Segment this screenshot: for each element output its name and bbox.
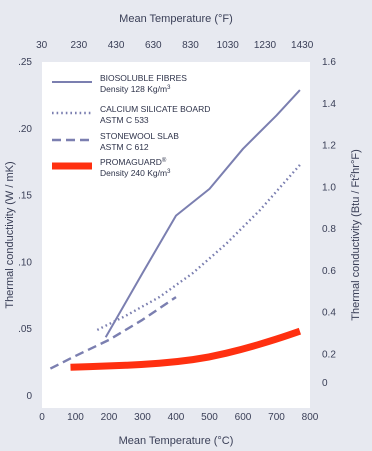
x-tick-label: 400	[168, 412, 185, 423]
right-tick-label: 1.6	[322, 57, 336, 68]
top-tick-label: 1030	[217, 40, 240, 51]
left-tick-label: .25	[18, 57, 32, 68]
legend-sublabel-promaguard-sup: 3	[167, 169, 171, 175]
top-tick-label: 1230	[254, 40, 277, 51]
promaguard-line	[70, 327, 302, 371]
top-tick-label: 430	[108, 40, 125, 51]
top-tick-label: 1430	[291, 40, 314, 51]
top-tick-label: 830	[182, 40, 199, 51]
x-tick-label: 200	[101, 412, 118, 423]
x-tick-label: 600	[235, 412, 252, 423]
right-tick-label: 0.6	[322, 266, 336, 277]
left-tick-label: 0	[26, 391, 32, 402]
right-tick-label: 1.2	[322, 141, 336, 152]
legend-label-promaguard: PROMAGUARD®	[100, 157, 167, 167]
top-tick-label: 30	[36, 40, 48, 51]
right-tick-label: 0.2	[322, 349, 336, 360]
x-tick-label: 700	[268, 412, 285, 423]
legend-label-calcium-silicate: CALCIUM SILICATE BOARD	[100, 104, 210, 114]
left-tick-label: .15	[18, 191, 32, 202]
right-tick-label: 0.4	[322, 308, 336, 319]
stonewool-line	[49, 296, 177, 370]
top-tick-label: 630	[145, 40, 162, 51]
legend-sublabel-calcium-silicate: ASTM C 533	[100, 115, 149, 125]
legend-sublabel-biosoluble-sup: 3	[167, 85, 171, 91]
legend-sublabel-biosoluble: Density 128 Kg/m3	[100, 84, 171, 94]
x-tick-label: 100	[67, 412, 84, 423]
biosoluble-fibres-line	[104, 89, 301, 338]
legend-label-promaguard-text: PROMAGUARD	[100, 157, 162, 167]
legend-label-stonewool: STONEWOOL SLAB	[100, 131, 179, 141]
right-tick-label: 1.4	[322, 99, 336, 110]
legend-label-biosoluble: BIOSOLUBLE FIBRES	[100, 73, 187, 83]
x-tick-label: 500	[201, 412, 218, 423]
right-tick-label: 1.0	[322, 182, 336, 193]
right-axis-title-rest: hr°F)	[350, 149, 362, 174]
legend-sublabel-promaguard-text: Density 240 Kg/m	[100, 168, 167, 178]
left-axis-ticks: 0 .05 .10 .15 .20 .25	[18, 57, 32, 402]
calcium-silicate-line	[96, 164, 301, 331]
x-tick-label: 300	[134, 412, 151, 423]
legend: BIOSOLUBLE FIBRES Density 128 Kg/m3 CALC…	[52, 73, 210, 178]
left-tick-label: .10	[18, 257, 32, 268]
left-tick-label: .05	[18, 324, 32, 335]
x-axis-ticks: 0 100 200 300 400 500 600 700 800	[39, 412, 319, 423]
x-tick-label: 0	[39, 412, 45, 423]
top-axis-title: Mean Temperature (°F)	[119, 13, 233, 25]
series-lines	[49, 89, 302, 371]
legend-sublabel-promaguard: Density 240 Kg/m3	[100, 168, 171, 178]
left-axis-title: Thermal conductivity (W / mK)	[4, 161, 16, 308]
right-axis-ticks: 0 0.2 0.4 0.6 0.8 1.0 1.2 1.4 1.6	[322, 57, 336, 389]
right-axis-title-main: Thermal conductivity (Btu / Ft	[350, 178, 362, 321]
right-tick-label: 0	[322, 378, 328, 389]
x-tick-label: 800	[302, 412, 319, 423]
bottom-axis-title: Mean Temperature (°C)	[119, 435, 234, 447]
left-tick-label: .20	[18, 124, 32, 135]
right-axis-title-sup: 2	[350, 174, 357, 178]
top-axis-ticks: 30 230 430 630 830 1030 1230 1430	[36, 40, 314, 51]
top-tick-label: 230	[71, 40, 88, 51]
plot-area	[42, 62, 310, 408]
right-tick-label: 0.8	[322, 224, 336, 235]
legend-label-promaguard-mark: ®	[162, 157, 167, 164]
legend-sublabel-biosoluble-text: Density 128 Kg/m	[100, 84, 167, 94]
legend-sublabel-stonewool: ASTM C 612	[100, 142, 149, 152]
right-axis-title: Thermal conductivity (Btu / Ft2hr°F)	[350, 149, 362, 321]
